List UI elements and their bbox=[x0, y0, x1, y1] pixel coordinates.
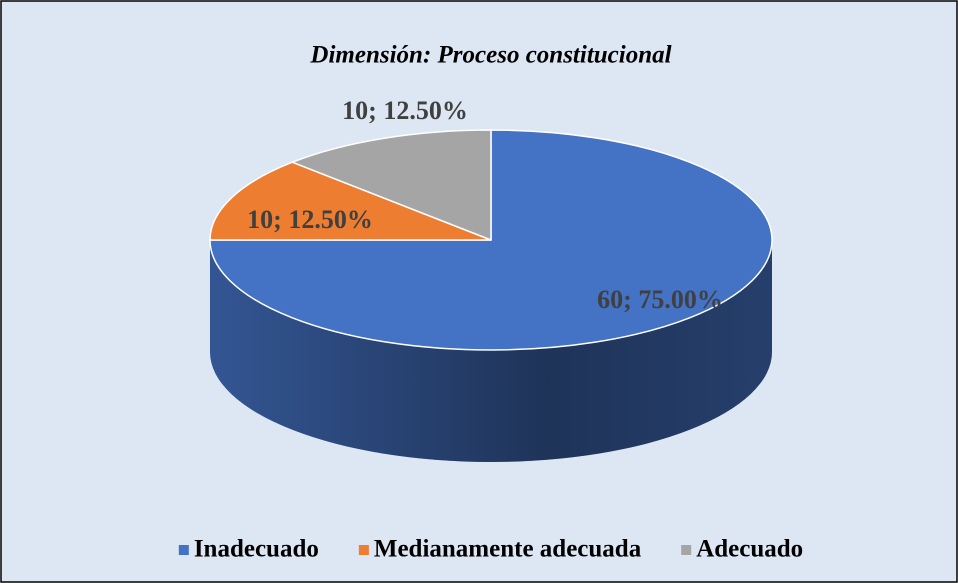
data-label: 10; 12.50% bbox=[247, 205, 373, 234]
pie-slice bbox=[209, 129, 773, 351]
pie-slice bbox=[209, 161, 492, 241]
legend-swatch bbox=[358, 545, 369, 555]
data-label: 10; 12.50% bbox=[342, 96, 468, 125]
data-label: 60; 75.00% bbox=[597, 285, 723, 314]
chart-title: Dimensión: Proceso constitucional bbox=[309, 42, 671, 69]
legend-label: Medianamente adecuada bbox=[374, 536, 642, 563]
legend-label: Inadecuado bbox=[194, 536, 319, 563]
legend-label: Adecuado bbox=[696, 536, 803, 563]
legend-swatch bbox=[681, 545, 692, 555]
pie-slice bbox=[291, 129, 492, 241]
legend-swatch bbox=[178, 545, 189, 555]
side-shade bbox=[210, 240, 772, 462]
